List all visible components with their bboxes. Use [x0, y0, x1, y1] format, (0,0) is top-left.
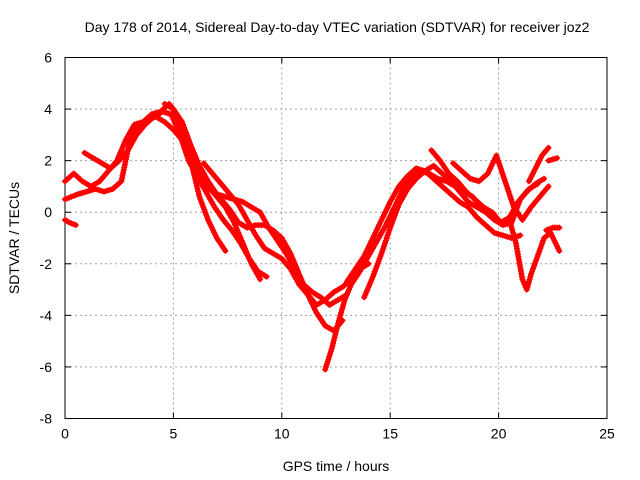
plot-frame [64, 57, 608, 419]
y-tick-label: -2 [40, 256, 53, 272]
series-arc16 [62, 216, 79, 229]
y-tick-label: 4 [44, 101, 52, 117]
grid [65, 57, 607, 419]
series-arc8 [343, 165, 524, 285]
series-arc14 [545, 155, 561, 164]
data-point [541, 175, 548, 182]
data-point [194, 185, 201, 192]
y-axis-label: SDTVAR / TECUs [6, 182, 22, 294]
y-tick-label: -8 [40, 411, 53, 427]
data-point [195, 188, 202, 195]
data-point [334, 322, 341, 329]
data-point [333, 325, 340, 332]
series-trace [344, 165, 523, 285]
data-point [554, 155, 561, 162]
series-trace [322, 168, 502, 372]
x-tick-label: 25 [599, 426, 615, 442]
data-point [222, 247, 229, 254]
series-arc15 [543, 224, 563, 234]
series-trace [175, 124, 345, 334]
series-arc12 [506, 216, 563, 293]
data-point [329, 343, 336, 350]
data-points [62, 100, 563, 373]
series-arc10 [428, 147, 548, 226]
chart-title: Day 178 of 2014, Sidereal Day-to-day VTE… [85, 19, 590, 35]
x-tick-label: 5 [170, 426, 178, 442]
series-arc3 [81, 108, 270, 280]
y-tick-label: 0 [44, 204, 52, 220]
data-point [517, 232, 524, 239]
x-axis-label: GPS time / hours [283, 458, 390, 474]
series-trace [82, 109, 270, 280]
data-point [545, 183, 552, 190]
data-point [257, 276, 264, 283]
data-point [556, 224, 563, 231]
y-tick-label: 2 [44, 153, 52, 169]
data-point [330, 340, 337, 347]
data-point [193, 179, 200, 186]
series-trace [201, 160, 371, 308]
data-point [263, 273, 270, 280]
y-tick-label: -6 [40, 359, 53, 375]
data-point [333, 328, 339, 335]
x-tick-label: 15 [382, 426, 398, 442]
y-tick-label: -4 [40, 307, 53, 323]
data-point [332, 331, 339, 338]
x-tick-label: 20 [491, 426, 507, 442]
y-tick-label: 6 [44, 50, 52, 66]
data-point [328, 345, 335, 352]
x-tick-label: 10 [274, 426, 290, 442]
series-arc6 [200, 160, 372, 309]
x-tick-label: 0 [61, 426, 69, 442]
data-point [545, 144, 552, 151]
data-point [330, 337, 337, 344]
data-point [195, 190, 202, 197]
data-point [331, 334, 338, 341]
data-point [193, 182, 200, 189]
series-arc11 [450, 152, 552, 223]
axis-ticks: 0 5 10 15 20 25 -8 -6 -4 -2 0 2 4 6 [40, 50, 615, 442]
data-point [72, 222, 79, 229]
series-arc13 [525, 144, 552, 185]
data-point [556, 247, 563, 254]
